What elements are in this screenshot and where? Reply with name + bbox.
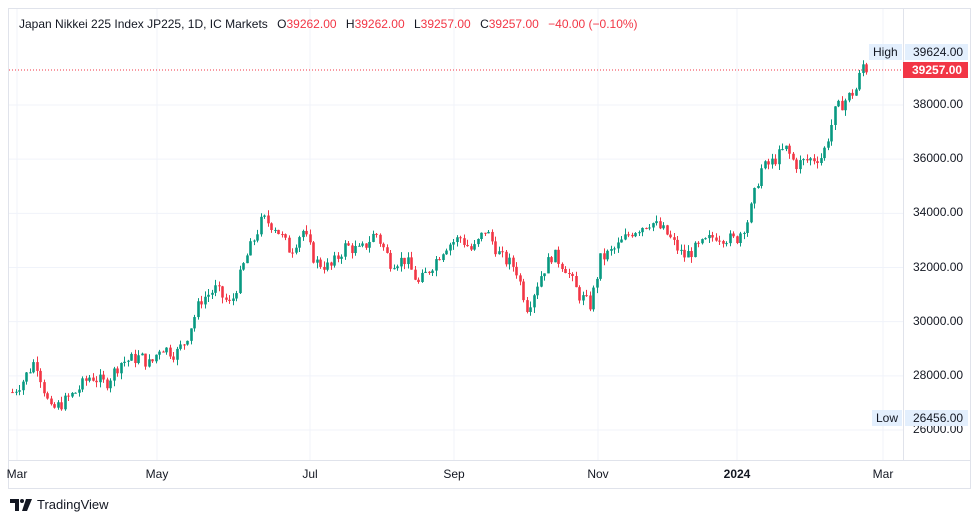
time-tick: 2024 <box>723 467 751 481</box>
high-label: H <box>345 17 355 31</box>
price-tick: 34000.00 <box>913 205 964 220</box>
price-tick: 28000.00 <box>913 367 964 382</box>
logo-text: TradingView <box>37 497 109 512</box>
price-tick: 36000.00 <box>913 151 964 166</box>
high-value-badge: 39624.00 <box>905 44 968 60</box>
price-tick: 30000.00 <box>913 313 964 328</box>
low-value-badge: 26456.00 <box>905 410 968 426</box>
low-value: 39257.00 <box>420 17 471 31</box>
time-tick: May <box>145 467 169 481</box>
price-tick: 38000.00 <box>913 97 964 111</box>
close-value: 39257.00 <box>488 17 539 31</box>
time-tick: Sep <box>443 467 465 481</box>
last-price-badge: 39257.00 <box>903 62 968 78</box>
time-tick: Mar <box>6 467 28 481</box>
low-label-badge: Low <box>872 410 903 426</box>
change-value: −40.00 (−0.10%) <box>548 17 638 31</box>
low-label: L <box>413 17 421 31</box>
tradingview-logo-icon <box>10 498 32 511</box>
price-tick: 32000.00 <box>913 259 964 274</box>
tradingview-logo[interactable]: TradingView <box>10 497 109 512</box>
high-label-badge: High <box>869 44 902 60</box>
open-label: O <box>277 17 287 31</box>
time-tick: Nov <box>587 467 609 481</box>
time-tick: Jul <box>302 467 318 481</box>
time-tick: Mar <box>872 467 894 481</box>
price-axis[interactable] <box>903 8 971 460</box>
chart-frame <box>8 8 971 489</box>
time-axis[interactable] <box>8 460 971 489</box>
close-label: C <box>480 17 489 31</box>
open-value: 39262.00 <box>286 17 337 31</box>
symbol-title: Japan Nikkei 225 Index JP225, 1D, IC Mar… <box>19 17 268 31</box>
ohlc-legend: Japan Nikkei 225 Index JP225, 1D, IC Mar… <box>19 17 638 31</box>
high-value: 39262.00 <box>354 17 405 31</box>
